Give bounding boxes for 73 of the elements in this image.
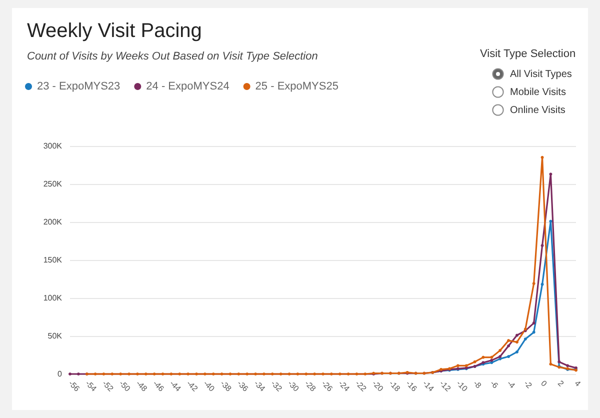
point [161, 372, 164, 376]
point [507, 344, 510, 348]
point [456, 364, 460, 368]
x-tick-label: -50 [117, 378, 132, 394]
point [566, 364, 570, 368]
x-tick-label: -48 [134, 378, 150, 394]
x-tick-label: -14 [421, 378, 436, 394]
point [532, 282, 536, 286]
x-tick-label: -24 [336, 378, 352, 394]
x-tick-label: -2 [522, 378, 534, 391]
x-tick-label: -8 [472, 378, 484, 391]
x-tick-label: -46 [151, 378, 166, 394]
x-tick-label: -30 [286, 378, 302, 394]
x-tick-label: -40 [202, 378, 217, 394]
x-tick-label: -20 [370, 378, 386, 394]
x-tick-label: -10 [454, 378, 470, 394]
point [228, 372, 232, 376]
x-tick-label: -56 [66, 378, 82, 394]
point [355, 372, 358, 376]
point [490, 358, 494, 362]
y-tick-label: 300K [43, 142, 63, 150]
text: All Visit Types [510, 68, 572, 80]
x-tick-label: -22 [354, 378, 368, 394]
x-tick-label: -16 [404, 378, 420, 394]
legend-label: 24 - ExpoMYS24 [146, 80, 230, 92]
x-tick-label: -32 [269, 378, 284, 394]
x-tick-label: -42 [184, 378, 200, 394]
point [490, 356, 494, 359]
y-tick-label: 150K [43, 256, 63, 264]
point [540, 156, 544, 159]
point [482, 356, 485, 359]
point [473, 360, 476, 364]
point [549, 220, 552, 223]
x-tick-label: -38 [218, 378, 234, 394]
chart-subtitle: Count of Visits by Weeks Out Based on Visit Type Selection [27, 50, 318, 62]
x-tick-label: -6 [488, 378, 500, 391]
point [549, 362, 552, 366]
point [540, 244, 544, 248]
y-tick-label: 50K [48, 332, 63, 340]
legend-label: 23 - ExpoMYS23 [37, 80, 120, 92]
y-tick-label: 200K [43, 218, 63, 226]
point [507, 339, 510, 342]
point [549, 172, 552, 176]
point [532, 322, 536, 325]
text: Online Visits [510, 104, 566, 116]
point [515, 340, 518, 344]
y-tick-label: 0 [58, 370, 63, 378]
point [515, 334, 518, 337]
x-tick-label: -26 [320, 378, 335, 394]
y-tick-label: 250K [43, 180, 63, 188]
x-tick-label: -4 [505, 378, 518, 391]
x-tick-label: -52 [100, 378, 116, 394]
x-tick-label: 2 [556, 378, 566, 389]
x-tick-label: -44 [168, 378, 183, 394]
x-tick-label: 4 [572, 378, 583, 389]
text: Visit Type Selection [480, 48, 576, 60]
x-tick-label: -34 [252, 378, 268, 394]
x-tick-label: -28 [302, 378, 318, 394]
y-tick-label: 100K [43, 294, 63, 302]
point [558, 360, 561, 364]
x-tick-label: -18 [387, 378, 402, 394]
x-tick-label: -54 [84, 378, 99, 394]
point [532, 330, 536, 334]
x-tick-label: 0 [539, 378, 549, 389]
point [288, 372, 291, 376]
text: Mobile Visits [510, 86, 566, 98]
x-tick-label: -36 [235, 378, 250, 394]
legend-label: 25 - ExpoMYS25 [255, 80, 338, 92]
x-tick-label: -12 [438, 378, 453, 394]
point [102, 372, 106, 376]
point [524, 338, 527, 341]
chart-title: Weekly Visit Pacing [27, 20, 202, 42]
point [498, 348, 502, 352]
